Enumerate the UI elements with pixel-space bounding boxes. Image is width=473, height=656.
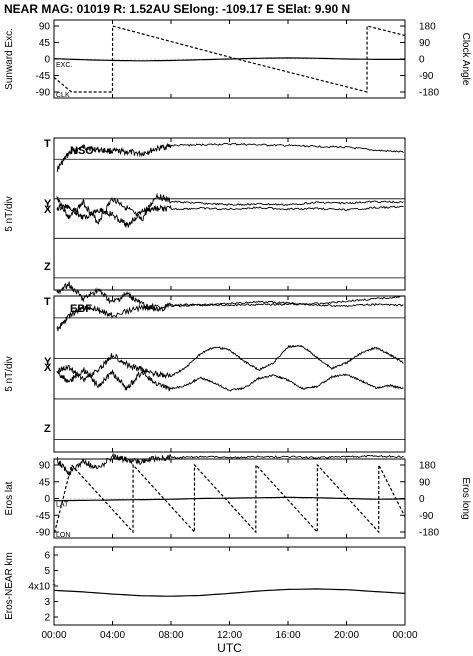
trace-label-z: Z xyxy=(44,261,51,273)
plot-layer: 90 45 0 -45 -90 180 90 0 -90 -180 EXC. CLK Sunward E… xyxy=(4,19,471,655)
y-tick-label-right: 180 xyxy=(419,22,436,33)
trace-label-y: Y xyxy=(44,356,52,368)
series-nso-t xyxy=(56,142,404,173)
y-axis-label-eros-long: Eros long xyxy=(460,477,471,519)
panel-label-nso: NSO xyxy=(70,145,94,157)
y-tick-label-left: -90 xyxy=(36,88,51,99)
trace-label-x: X xyxy=(44,204,52,216)
frame-range xyxy=(53,546,406,626)
x-tick-label: 00:00 xyxy=(392,630,417,641)
y-tick-label-right: -90 xyxy=(419,511,434,522)
series-clock-angle xyxy=(53,25,406,93)
y-tick-label-left: 5 xyxy=(44,566,50,577)
y-tick-label-right: 180 xyxy=(419,461,436,472)
y-tick-exponent: 1 xyxy=(52,580,56,587)
x-tick-label: 08:00 xyxy=(158,630,183,641)
y-tick-label-left: -90 xyxy=(36,528,51,539)
y-tick-label-left: 4x10 xyxy=(28,582,50,593)
annotation-lon: LON xyxy=(56,532,70,539)
trace-label-z: Z xyxy=(44,423,51,435)
series-ebf-x xyxy=(56,344,404,384)
y-tick-label-left: 45 xyxy=(39,38,51,49)
y-tick-label-left: -45 xyxy=(36,511,51,522)
y-tick-label-left: 0 xyxy=(44,55,50,66)
y-tick-label-right: -180 xyxy=(419,528,439,539)
y-axis-label-sunward: Sunward Exc. xyxy=(4,28,15,90)
y-tick-label-left: -45 xyxy=(36,71,51,82)
y-tick-label-right: 0 xyxy=(419,494,425,505)
annotation-exc: EXC. xyxy=(56,62,72,69)
y-tick-label-left: 90 xyxy=(39,22,51,33)
y-tick-label-left: 2 xyxy=(44,613,50,624)
figure-title: NEAR MAG: 01019 R: 1.52AU SElong: -109.1… xyxy=(4,2,350,16)
y-tick-label-right: 90 xyxy=(419,477,431,488)
y-axis-label-eros-lat: Eros lat xyxy=(4,481,15,515)
y-axis-label-nso: 5 nT/div xyxy=(4,196,15,232)
y-tick-label-left: 3 xyxy=(44,597,50,608)
y-tick-label-left: 45 xyxy=(39,477,51,488)
series-nso-y xyxy=(56,204,404,228)
y-axis-label-range: Eros-NEAR km xyxy=(4,552,15,620)
y-tick-label-right: 90 xyxy=(419,38,431,49)
trace-label-t: T xyxy=(44,138,51,150)
x-axis-label: UTC xyxy=(217,641,242,655)
series-eros-near-range xyxy=(53,588,406,597)
series-ebf-z xyxy=(56,452,404,477)
y-tick-label-right: -90 xyxy=(419,71,434,82)
annotation-clk: CLK xyxy=(56,92,70,99)
series-eros-lat xyxy=(54,496,405,502)
x-tick-label: 00:00 xyxy=(41,630,66,641)
y-tick-label-left: 6 xyxy=(44,551,50,562)
trace-label-y: Y xyxy=(44,198,52,210)
x-tick-label: 04:00 xyxy=(100,630,125,641)
y-axis-label-ebf: 5 nT/div xyxy=(4,356,15,392)
y-axis-label-clock: Clock Angle xyxy=(460,33,471,86)
y-tick-label-right: -180 xyxy=(419,88,439,99)
y-tick-label-right: 0 xyxy=(419,55,425,66)
frame-ebf xyxy=(53,295,406,453)
x-tick-label: 12:00 xyxy=(217,630,242,641)
annotation-lat: LAT xyxy=(56,502,69,509)
series-ebf-y xyxy=(56,367,404,392)
frame-nso xyxy=(53,137,406,291)
series-eros-long xyxy=(54,463,406,534)
y-tick-label-left: 90 xyxy=(39,461,51,472)
y-tick-label-left: 0 xyxy=(44,494,50,505)
series-ebf-t xyxy=(56,300,404,332)
x-tick-label: 20:00 xyxy=(334,630,359,641)
trace-label-t: T xyxy=(44,296,51,308)
trace-label-x: X xyxy=(44,362,52,374)
x-tick-label: 16:00 xyxy=(275,630,300,641)
